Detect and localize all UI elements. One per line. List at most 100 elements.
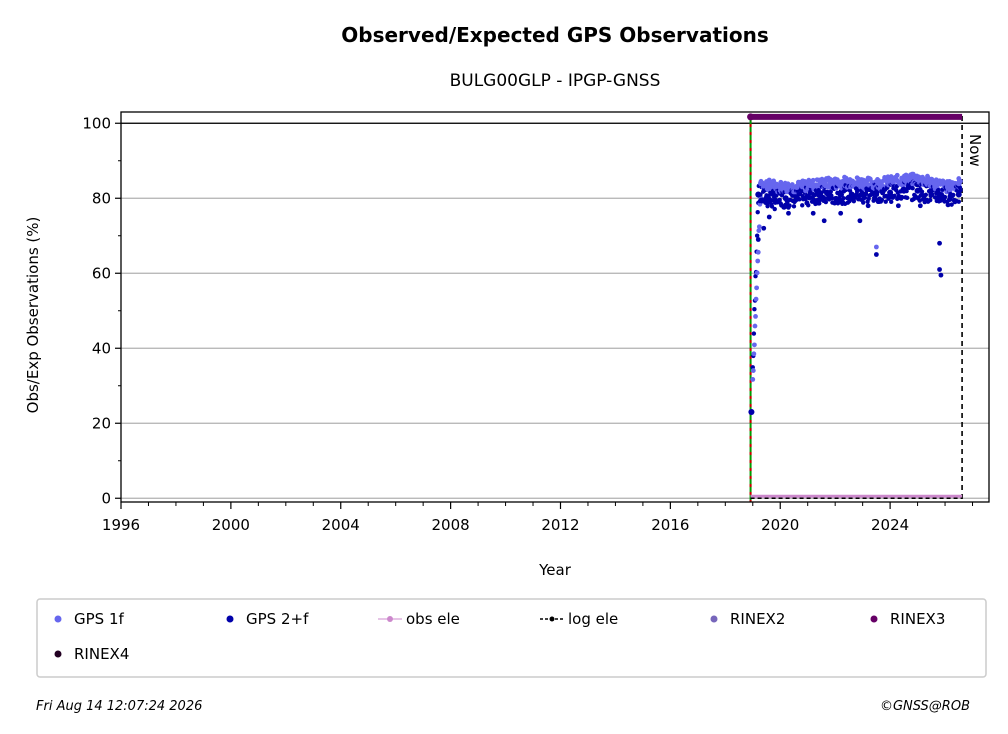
gps-1f-point [955, 180, 962, 187]
gps-2f-point [956, 199, 961, 204]
x-tick-label: 2020 [761, 516, 799, 534]
gps-1f-point [752, 323, 758, 329]
gps-2f-point [828, 189, 833, 194]
gps-1f-point [862, 180, 869, 187]
gps-2f-point [772, 206, 777, 212]
gps-2f-point [818, 197, 823, 203]
gps-1f-point [931, 180, 938, 187]
gps-2f-point [900, 195, 905, 200]
gps-2f-point [873, 189, 880, 196]
legend-marker [549, 616, 555, 622]
grid [121, 122, 989, 499]
gps-1f-point [751, 351, 757, 357]
data-marks [747, 113, 963, 500]
gps-2f-outlier [938, 272, 944, 278]
gps-1f-point [755, 258, 761, 264]
gps-1f-point [750, 377, 756, 382]
y-tick-label: 100 [82, 114, 111, 132]
gps-2f-point [889, 199, 894, 205]
x-tick-label: 2004 [322, 516, 360, 534]
legend-label: obs ele [406, 610, 460, 628]
x-tick-label: 2024 [871, 516, 909, 534]
gps-1f-point [821, 180, 828, 187]
y-tick-label: 40 [92, 339, 111, 357]
gps-2f-point [904, 195, 910, 200]
gps-2f-outlier [838, 210, 844, 216]
gps-1f-point [754, 270, 760, 276]
gps-1f-point [755, 249, 761, 255]
gps-2f-point [817, 201, 822, 206]
gps-2f-point [777, 197, 782, 203]
gps-2f-point [755, 209, 760, 215]
gps-1f-point [889, 178, 896, 185]
gps-2f-point [823, 196, 828, 201]
gps-2f-point [765, 203, 770, 209]
gps-2f-point [936, 191, 943, 198]
legend-marker [387, 616, 393, 622]
x-tick-label: 2008 [432, 516, 470, 534]
gps-1f-point [944, 184, 951, 190]
gps-2f-point [936, 187, 941, 193]
gps-2f-outlier [895, 203, 901, 209]
gps-2f-point [919, 189, 925, 194]
gps-2f-point [860, 200, 866, 205]
gps-2f-point [837, 191, 844, 198]
legend-label: log ele [568, 610, 618, 628]
gps-2f-point [928, 191, 935, 198]
y-tick-label: 0 [101, 489, 111, 507]
gps-2f-point [958, 188, 963, 193]
gps-2f-point [900, 187, 907, 194]
gps-2f-point [923, 192, 929, 198]
gps-2f-point [942, 194, 948, 200]
x-tick-label: 1996 [102, 516, 140, 534]
gps-2f-point [823, 199, 829, 205]
x-tick-label: 2000 [212, 516, 250, 534]
gps-2f-point [947, 193, 954, 200]
gps-1f-point [753, 296, 759, 302]
gps-2f-point [910, 185, 915, 191]
chart-subtitle: BULG00GLP - IPGP-GNSS [450, 71, 661, 91]
legend-label: RINEX4 [74, 645, 129, 663]
gps-1f-point [753, 313, 758, 319]
gps-2f-point [806, 203, 811, 208]
legend-marker [226, 615, 234, 623]
legend-marker [870, 615, 878, 623]
gps-1f-point [834, 180, 841, 187]
gps-2f-outlier [917, 203, 923, 209]
gps-2f-point [782, 195, 789, 202]
gps-2f-point [754, 233, 760, 238]
gps-2f-point [751, 331, 757, 336]
gps-1f-point [756, 224, 762, 230]
gps-2f-point [928, 197, 933, 203]
gps-2f-point [887, 189, 894, 196]
gps-2f-point [851, 198, 857, 204]
gps-2f-point [955, 191, 962, 198]
gps-2f-outlier [937, 240, 942, 246]
legend-items: GPS 1f GPS 2+f obs ele log ele RINEX2 RINEX3 R… [54, 610, 945, 663]
gps-2f-point [841, 195, 846, 201]
gps-2f-point [774, 193, 779, 198]
gps-2f-point [771, 197, 778, 204]
gps-2f-point [787, 203, 792, 208]
gps-2f-outlier [810, 210, 816, 216]
gps-2f-point [879, 197, 885, 202]
gps-1f-outlier [873, 244, 879, 250]
gps-2f-point [800, 203, 805, 208]
gps-1f-point [766, 182, 773, 189]
gps-2f-point [859, 191, 866, 198]
gps-1f-point [894, 172, 900, 178]
gps-2f-point [917, 198, 922, 203]
footer-credit: ©GNSS@ROB [880, 699, 970, 714]
gps-2f-outlier [865, 203, 871, 209]
footer-timestamp: Fri Aug 14 12:07:24 2026 [36, 699, 202, 714]
gps-2f-outlier [786, 210, 791, 216]
gps-2f-outlier [873, 252, 879, 257]
gps-2f-point [769, 204, 775, 209]
x-axis: 1996 2000 2004 2008 2012 2016 2020 2024 [102, 502, 974, 534]
legend-label: GPS 2+f [246, 610, 309, 628]
gps-2f-point [949, 202, 954, 207]
gps-2f-point [804, 193, 811, 200]
gps-2f-point [755, 191, 762, 198]
gps-1f-point [903, 176, 910, 183]
